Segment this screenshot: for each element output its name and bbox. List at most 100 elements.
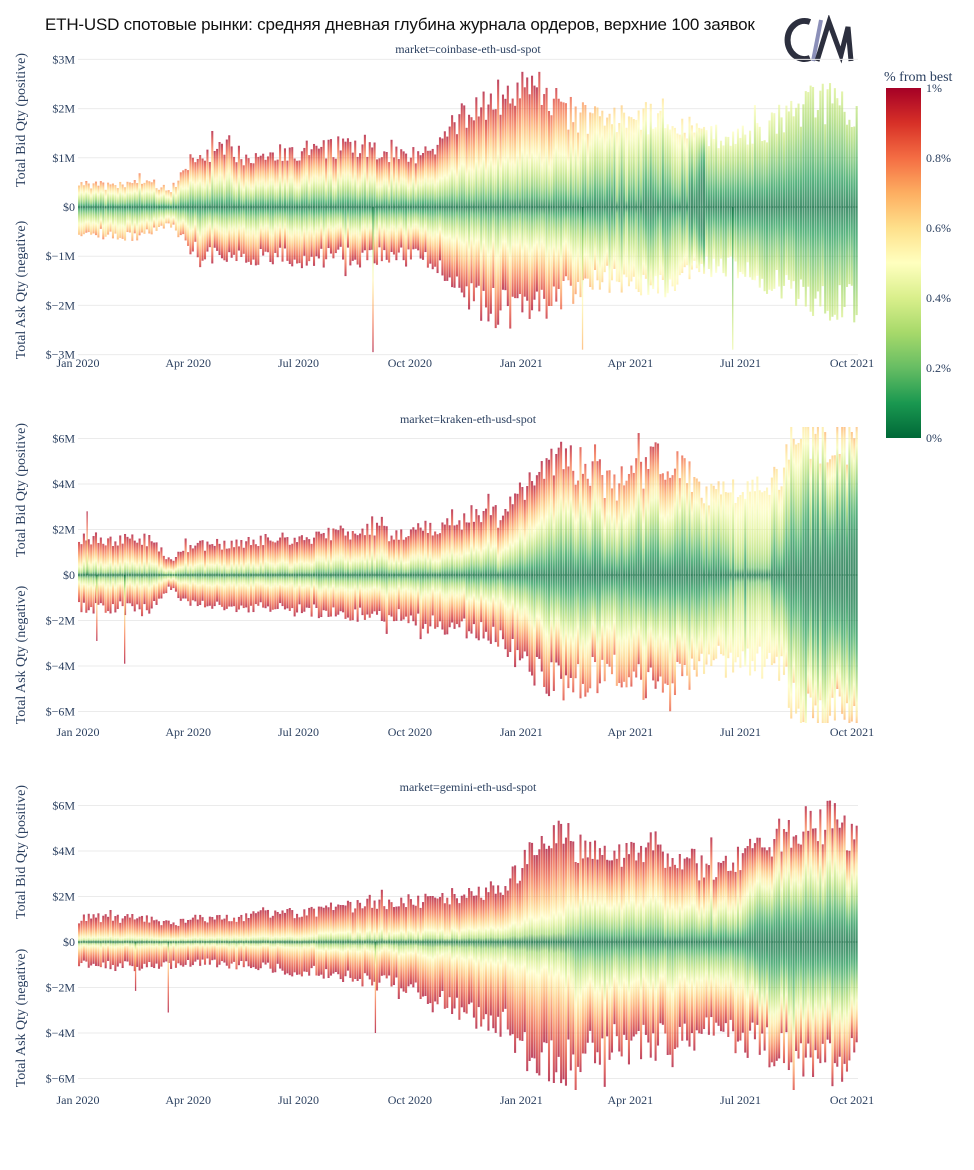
ask-bar xyxy=(162,575,165,594)
bid-bar xyxy=(397,539,400,575)
bid-bar xyxy=(308,539,311,575)
x-tick-label: Oct 2021 xyxy=(830,1093,874,1107)
bid-bar xyxy=(409,529,412,575)
ask-bar xyxy=(574,575,577,679)
bid-bar xyxy=(814,828,817,942)
bid-bar xyxy=(795,444,798,575)
bid-bar xyxy=(547,459,551,575)
bid-bar xyxy=(824,432,827,575)
ask-bar xyxy=(322,575,325,611)
ask-bar xyxy=(652,942,655,1034)
ask-bar xyxy=(128,942,131,966)
bid-bar xyxy=(678,854,681,942)
bid-bar xyxy=(363,535,366,575)
ask-bar xyxy=(797,207,800,299)
ask-bar xyxy=(349,575,352,621)
bid-bar xyxy=(392,539,396,575)
ask-bar xyxy=(710,575,713,667)
ask-bar xyxy=(102,207,105,240)
bid-bar xyxy=(514,865,517,942)
ask-bar xyxy=(264,942,267,965)
ask-bar xyxy=(758,575,761,647)
x-tick-label: Apr 2021 xyxy=(608,356,654,370)
bid-bar xyxy=(167,557,170,575)
ask-bar xyxy=(426,942,429,1004)
bid-bar xyxy=(804,91,807,207)
bid-bar xyxy=(136,542,139,575)
bid-bar xyxy=(688,116,691,207)
bid-bar xyxy=(722,860,725,942)
ask-bar xyxy=(264,575,267,609)
bid-bar xyxy=(184,538,187,575)
x-tick-label: Jan 2020 xyxy=(57,725,100,739)
ask-bar xyxy=(414,575,417,626)
bid-bar xyxy=(242,547,245,575)
bid-bar xyxy=(368,142,371,207)
bid-bar xyxy=(552,825,555,942)
ask-bar xyxy=(477,207,480,286)
ask-bar xyxy=(705,207,708,257)
ask-bar xyxy=(763,942,766,1051)
ask-bar xyxy=(460,207,463,293)
bid-bar xyxy=(526,486,529,575)
bid-bar xyxy=(167,190,170,207)
bid-bar xyxy=(342,138,345,207)
ask-bar xyxy=(656,575,660,682)
bid-bar xyxy=(150,916,153,942)
bid-bar xyxy=(581,473,584,575)
bid-bar xyxy=(787,459,790,575)
bid-bar xyxy=(799,438,802,575)
bid-bar xyxy=(802,831,805,942)
ask-bar xyxy=(184,207,187,241)
bid-bar xyxy=(184,922,187,942)
ask-bar xyxy=(383,207,386,251)
ask-bar xyxy=(315,207,318,257)
ask-bar xyxy=(111,207,114,239)
bid-bar xyxy=(392,157,396,207)
bid-bar xyxy=(165,190,168,207)
ask-bar xyxy=(649,575,652,668)
bid-bar xyxy=(131,914,134,942)
bid-bar xyxy=(620,866,623,942)
bid-bar xyxy=(855,106,858,207)
bid-bar xyxy=(153,179,156,207)
bid-bar xyxy=(787,111,790,207)
ask-bar xyxy=(484,942,488,1015)
bid-bar xyxy=(402,539,405,575)
ask-bar xyxy=(552,942,555,1083)
ask-bar xyxy=(545,575,548,694)
ask-bar xyxy=(438,575,442,622)
ask-bar xyxy=(693,207,696,261)
ask-bar xyxy=(354,575,357,610)
bid-bar xyxy=(184,168,187,207)
ask-bar xyxy=(283,942,286,975)
ask-bar xyxy=(618,942,621,1052)
bid-bar xyxy=(216,915,219,942)
ask-bar xyxy=(630,207,633,282)
bid-bar xyxy=(625,127,628,207)
bid-bar xyxy=(363,134,366,207)
ask-bar xyxy=(625,207,628,278)
bid-bar xyxy=(189,154,192,207)
bid-bar xyxy=(237,145,240,207)
ask-bar xyxy=(598,575,601,684)
ask-bar xyxy=(443,207,446,281)
ask-bar xyxy=(339,942,342,980)
ask-bar xyxy=(673,575,677,696)
ask-bar xyxy=(329,207,333,254)
ask-bar xyxy=(601,575,604,660)
bid-bar xyxy=(695,478,698,575)
ask-bar xyxy=(775,575,778,657)
ask-bar xyxy=(632,575,635,672)
bid-bar xyxy=(276,159,279,207)
bid-bar xyxy=(378,899,381,942)
ask-bar xyxy=(727,942,730,1037)
ask-bar xyxy=(751,942,754,1023)
ask-bar xyxy=(477,942,480,1008)
bid-bar xyxy=(656,113,660,207)
bid-bar xyxy=(80,544,83,575)
ask-bar xyxy=(606,942,609,1037)
ask-bar xyxy=(191,207,194,252)
bid-bar xyxy=(259,910,262,942)
bid-bar xyxy=(199,914,202,942)
